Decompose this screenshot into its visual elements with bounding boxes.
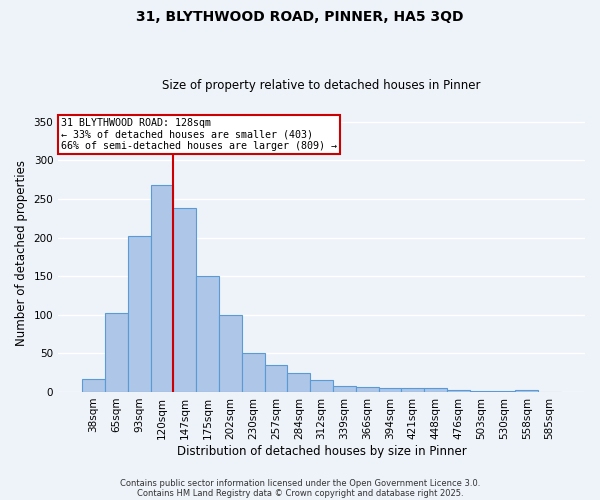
- Bar: [310, 380, 333, 392]
- Bar: [493, 391, 515, 392]
- Bar: [105, 313, 128, 392]
- Bar: [287, 372, 310, 392]
- Text: Contains public sector information licensed under the Open Government Licence 3.: Contains public sector information licen…: [120, 478, 480, 488]
- Bar: [379, 388, 401, 392]
- Bar: [128, 236, 151, 392]
- Bar: [219, 314, 242, 392]
- Bar: [424, 388, 447, 392]
- Bar: [151, 185, 173, 392]
- Y-axis label: Number of detached properties: Number of detached properties: [15, 160, 28, 346]
- Bar: [401, 388, 424, 392]
- Bar: [447, 390, 470, 392]
- Bar: [265, 365, 287, 392]
- Bar: [515, 390, 538, 392]
- Bar: [356, 386, 379, 392]
- Text: 31, BLYTHWOOD ROAD, PINNER, HA5 3QD: 31, BLYTHWOOD ROAD, PINNER, HA5 3QD: [136, 10, 464, 24]
- Bar: [173, 208, 196, 392]
- Text: Contains HM Land Registry data © Crown copyright and database right 2025.: Contains HM Land Registry data © Crown c…: [137, 488, 463, 498]
- Title: Size of property relative to detached houses in Pinner: Size of property relative to detached ho…: [163, 79, 481, 92]
- Bar: [470, 391, 493, 392]
- Bar: [82, 379, 105, 392]
- Text: 31 BLYTHWOOD ROAD: 128sqm
← 33% of detached houses are smaller (403)
66% of semi: 31 BLYTHWOOD ROAD: 128sqm ← 33% of detac…: [61, 118, 337, 152]
- Bar: [196, 276, 219, 392]
- Bar: [242, 352, 265, 392]
- Bar: [333, 386, 356, 392]
- X-axis label: Distribution of detached houses by size in Pinner: Distribution of detached houses by size …: [177, 444, 466, 458]
